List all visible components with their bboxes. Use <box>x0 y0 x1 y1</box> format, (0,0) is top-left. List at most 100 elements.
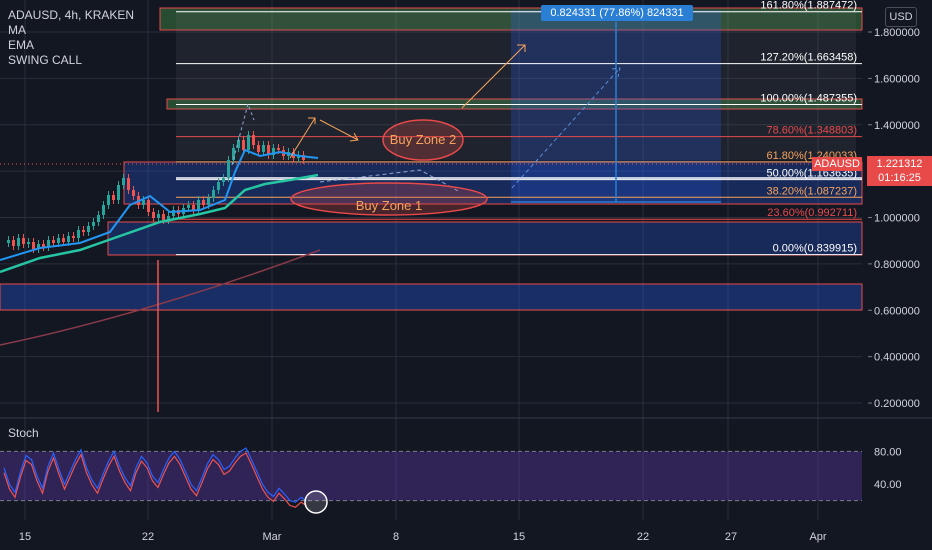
zone-blue-3 <box>0 283 863 311</box>
zone-blue-2 <box>107 221 863 256</box>
candle-body <box>257 145 260 152</box>
candle-body <box>92 222 95 226</box>
slow-ma-line <box>0 249 321 346</box>
candle-body <box>247 135 250 150</box>
candle-body <box>152 212 155 218</box>
indicator-ema[interactable]: EMA <box>8 38 35 52</box>
price-label-0: 1.800000 <box>874 27 920 39</box>
candle-body <box>7 240 10 243</box>
candle-body <box>107 195 110 205</box>
price-axis[interactable]: 1.8000001.6000001.4000001.2000001.000000… <box>868 27 920 410</box>
symbol-title: ADAUSD, 4h, KRAKEN <box>8 8 135 22</box>
price-label-4: 1.000000 <box>874 213 920 225</box>
candle-body <box>202 200 205 205</box>
stoch-highlight-circle <box>304 490 328 514</box>
time-label-0: 15 <box>19 531 31 543</box>
drawings <box>231 22 721 203</box>
price-label-8: 0.200000 <box>874 398 920 410</box>
stoch-title: Stoch <box>8 426 39 440</box>
annotations: Buy Zone 2 Buy Zone 1 <box>290 119 488 216</box>
fib-label-3: 78.60%(1.348803) <box>766 125 857 137</box>
last-price-value: 1.221312 <box>876 158 923 170</box>
candle-body <box>27 242 30 244</box>
candle-body <box>252 135 255 145</box>
candle-body <box>237 140 240 148</box>
candle-body <box>222 178 225 182</box>
candle-body <box>32 242 35 249</box>
pattern-path <box>231 102 255 166</box>
candle-body <box>37 244 40 249</box>
candle-body <box>242 140 245 150</box>
projection-arrow <box>511 67 621 189</box>
candle-body <box>12 240 15 246</box>
buy-zone-1-ellipse <box>290 182 488 216</box>
arrow-up-2 <box>461 44 526 109</box>
candle-body <box>72 236 75 238</box>
candle-body <box>167 216 170 220</box>
stoch-band <box>0 451 862 501</box>
time-label-6: 27 <box>725 531 737 543</box>
price-label-6: 0.600000 <box>874 305 920 317</box>
measure-label: 0.824331 (77.86%) 824331 <box>541 5 693 21</box>
time-label-1: 22 <box>142 531 154 543</box>
stoch-label-0: 80.00 <box>874 446 902 458</box>
fib-label-2: 100.00%(1.487355) <box>760 93 857 105</box>
last-price-tag: 1.221312 01:16:25 <box>867 156 932 186</box>
price-label-5: 0.800000 <box>874 259 920 271</box>
candle-body <box>87 226 90 232</box>
price-zones <box>0 7 863 311</box>
buy-zone-2-label: Buy Zone 2 <box>390 132 457 147</box>
time-label-5: 22 <box>637 531 649 543</box>
candle-body <box>62 238 65 242</box>
price-label-7: 0.400000 <box>874 352 920 364</box>
fib-label-0: 161.80%(1.887472) <box>760 0 857 12</box>
candle-body <box>157 214 160 218</box>
fib-label-7: 23.60%(0.992711) <box>767 207 857 219</box>
candle-body <box>127 178 130 190</box>
candle-body <box>67 236 70 242</box>
projection-path <box>319 169 461 193</box>
candle-body <box>112 195 115 200</box>
candle-body <box>207 198 210 205</box>
candle-body <box>232 148 235 160</box>
candle-body <box>267 145 270 155</box>
time-label-2: Mar <box>263 531 282 543</box>
time-label-7: Apr <box>809 531 826 543</box>
zone-fib100-green <box>166 98 863 110</box>
candle-body <box>82 230 85 232</box>
currency-button[interactable]: USD <box>885 7 917 27</box>
time-label-4: 15 <box>513 531 525 543</box>
candle-body <box>142 200 145 205</box>
candle-body <box>42 244 45 247</box>
candle-body <box>277 148 280 150</box>
candle-body <box>187 205 190 208</box>
stoch-d-line <box>3 452 307 508</box>
price-label-1: 1.600000 <box>874 73 920 85</box>
candle-body <box>102 205 105 215</box>
stoch-pane: 80.00 40.00 <box>0 446 902 514</box>
candle-body <box>132 190 135 196</box>
indicator-ma[interactable]: MA <box>8 23 26 37</box>
candle-body <box>122 178 125 185</box>
price-label-2: 1.400000 <box>874 120 920 132</box>
candle-body <box>97 215 100 222</box>
candle-body <box>77 230 80 238</box>
indicator-swing-call[interactable]: SWING CALL <box>8 53 83 67</box>
candle-body <box>172 210 175 216</box>
candle-body <box>117 185 120 200</box>
arrow-to-zone2 <box>319 119 359 142</box>
arrow-up-1 <box>289 117 316 159</box>
candle-body <box>17 238 20 246</box>
candle-body <box>227 160 230 178</box>
candle-body <box>52 240 55 243</box>
ma-line <box>0 173 319 274</box>
candle-body <box>47 240 50 247</box>
stoch-k-line <box>3 447 307 503</box>
candle-body <box>192 205 195 210</box>
fib-label-6: 38.20%(1.087237) <box>766 185 857 197</box>
time-axis[interactable]: 15 22 Mar 8 15 22 27 Apr <box>19 531 827 543</box>
ema-line <box>0 148 319 261</box>
candle-body <box>22 238 25 244</box>
fib-shade <box>176 10 856 160</box>
